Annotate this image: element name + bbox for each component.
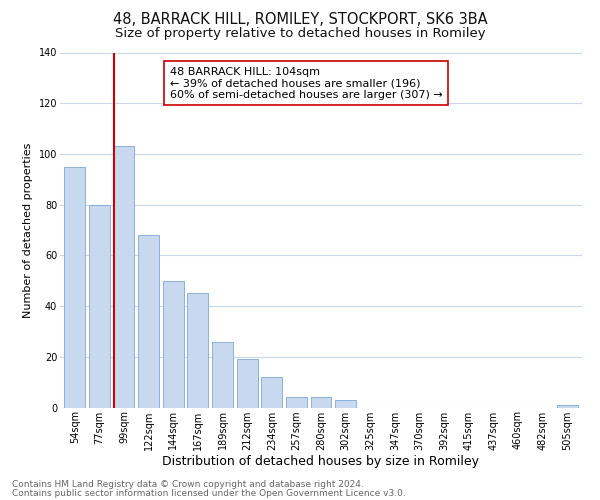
Bar bbox=[138, 235, 159, 408]
X-axis label: Distribution of detached houses by size in Romiley: Distribution of detached houses by size … bbox=[163, 456, 479, 468]
Y-axis label: Number of detached properties: Number of detached properties bbox=[23, 142, 33, 318]
Bar bbox=[286, 398, 307, 407]
Bar bbox=[163, 280, 184, 407]
Bar bbox=[335, 400, 356, 407]
Bar bbox=[64, 166, 85, 408]
Text: Contains public sector information licensed under the Open Government Licence v3: Contains public sector information licen… bbox=[12, 488, 406, 498]
Bar bbox=[311, 398, 331, 407]
Text: Contains HM Land Registry data © Crown copyright and database right 2024.: Contains HM Land Registry data © Crown c… bbox=[12, 480, 364, 489]
Text: 48 BARRACK HILL: 104sqm
← 39% of detached houses are smaller (196)
60% of semi-d: 48 BARRACK HILL: 104sqm ← 39% of detache… bbox=[170, 66, 442, 100]
Bar bbox=[89, 204, 110, 408]
Bar bbox=[187, 294, 208, 408]
Bar bbox=[236, 360, 257, 408]
Bar bbox=[261, 377, 282, 408]
Text: Size of property relative to detached houses in Romiley: Size of property relative to detached ho… bbox=[115, 28, 485, 40]
Bar bbox=[212, 342, 233, 407]
Bar bbox=[557, 405, 578, 407]
Bar bbox=[113, 146, 134, 408]
Text: 48, BARRACK HILL, ROMILEY, STOCKPORT, SK6 3BA: 48, BARRACK HILL, ROMILEY, STOCKPORT, SK… bbox=[113, 12, 487, 28]
